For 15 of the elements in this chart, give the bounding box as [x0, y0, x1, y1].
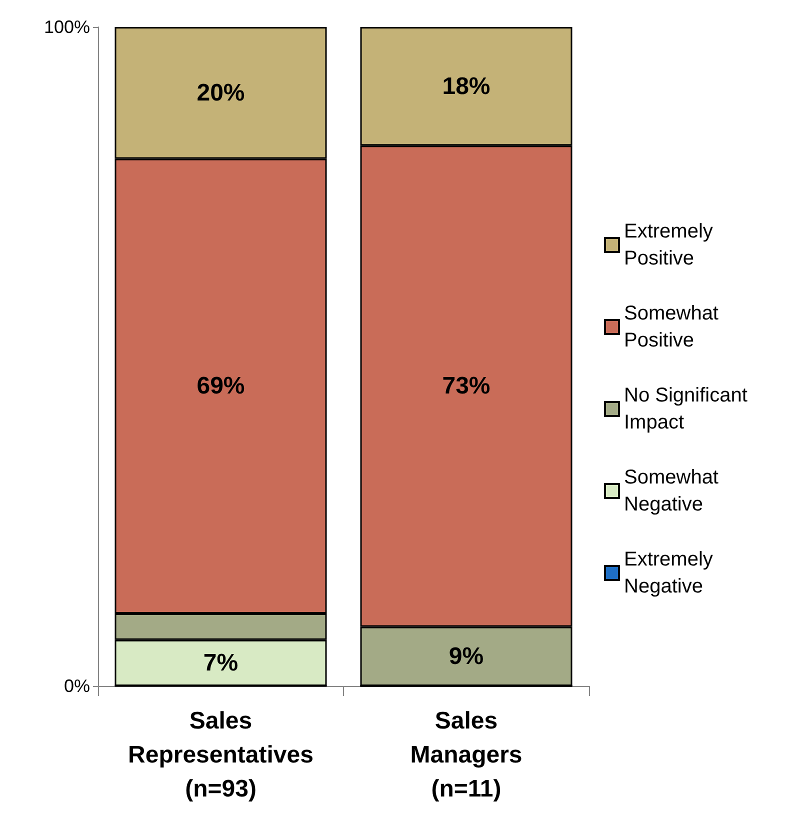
legend-label: Somewhat Negative	[624, 466, 724, 516]
legend-label: Extremely Negative	[624, 548, 718, 598]
data-label: 20%	[196, 79, 245, 106]
data-label: 73%	[442, 372, 490, 400]
y-tick-label: 0%	[64, 676, 90, 696]
legend-label: Extremely Positive	[624, 220, 718, 270]
data-label: 9%	[448, 642, 484, 670]
data-label: 69%	[196, 372, 245, 400]
x-tick-label: Sales Managers (n=11)	[410, 708, 522, 802]
legend-label: No Significant Impact	[624, 384, 753, 434]
x-tick-label: Sales Representatives (n=93)	[128, 708, 314, 802]
legend-label: Somewhat Positive	[624, 302, 724, 352]
y-tick-label: 100%	[44, 17, 90, 37]
data-label: 7%	[203, 649, 238, 676]
data-label: 18%	[442, 72, 490, 100]
